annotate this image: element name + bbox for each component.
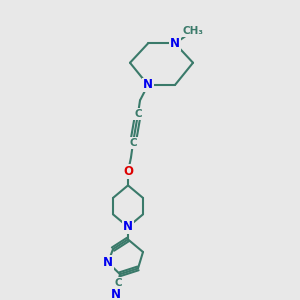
Text: C: C <box>114 278 122 288</box>
Text: CH₃: CH₃ <box>182 26 203 36</box>
Text: N: N <box>170 37 180 50</box>
Text: N: N <box>103 256 113 269</box>
Text: O: O <box>123 165 133 178</box>
Text: C: C <box>134 109 142 119</box>
Text: N: N <box>143 79 153 92</box>
Text: N: N <box>111 288 121 300</box>
Text: N: N <box>123 220 133 233</box>
Text: C: C <box>129 138 137 148</box>
